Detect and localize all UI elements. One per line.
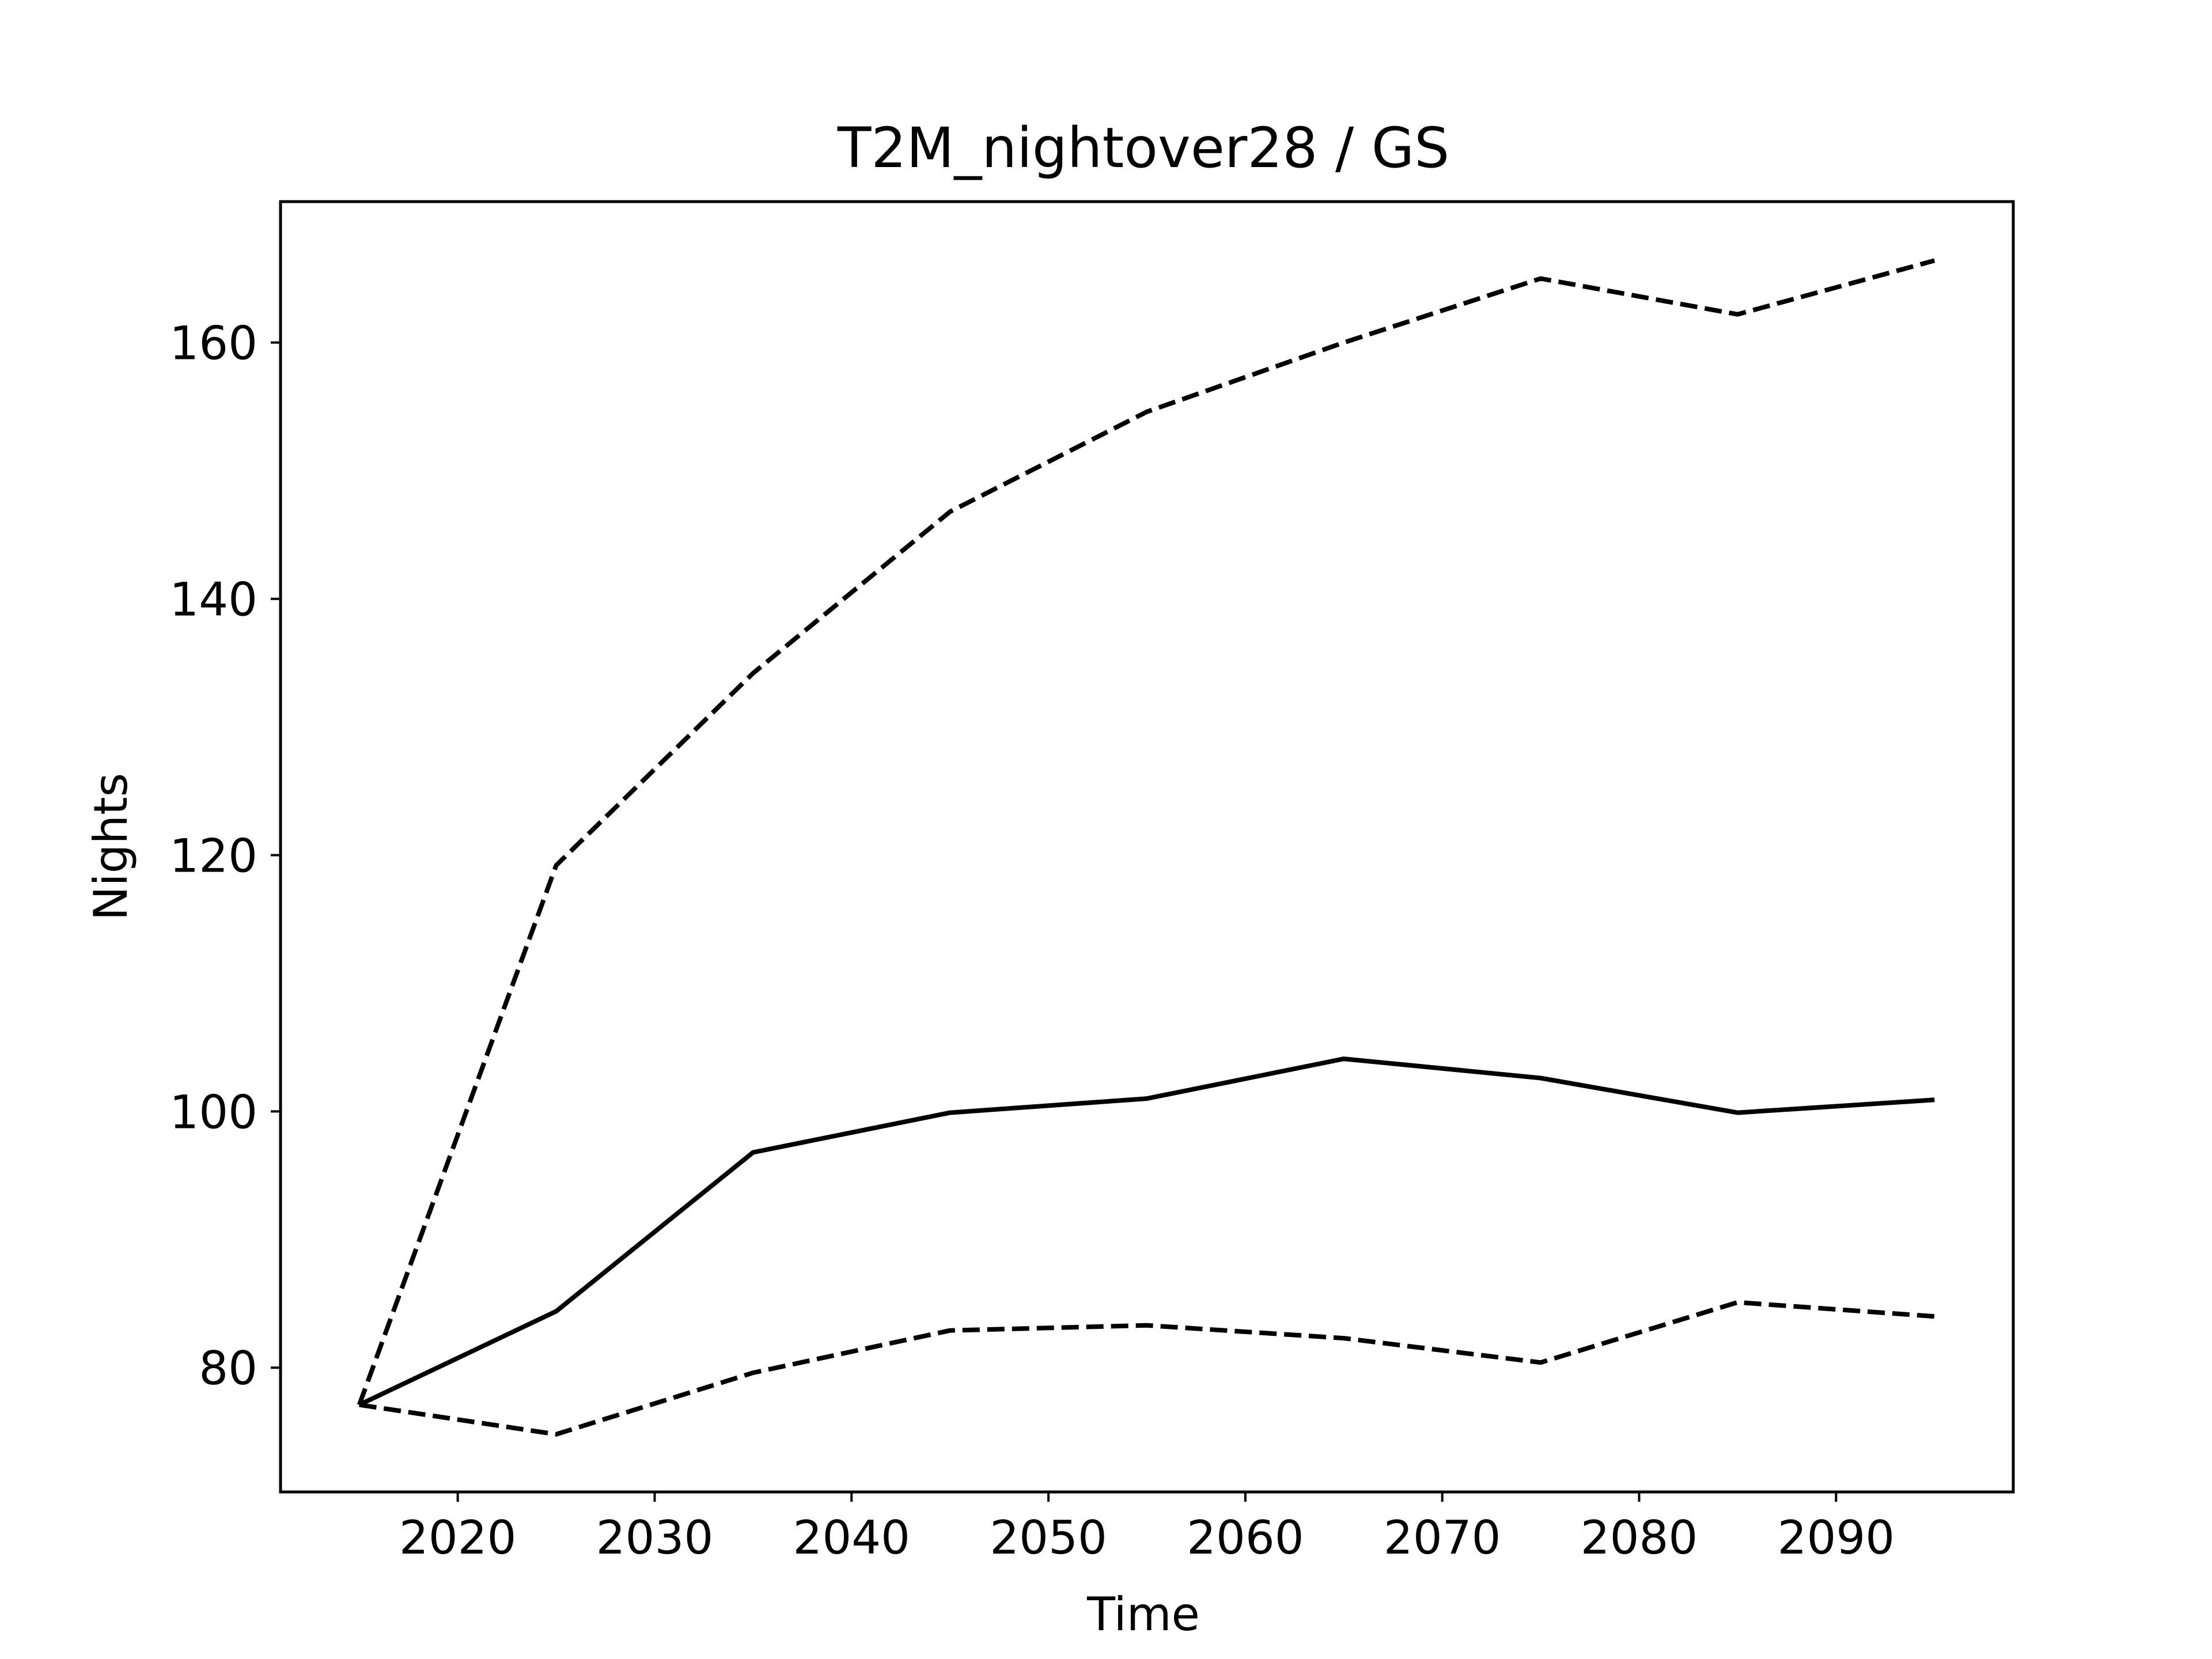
y-tick-label: 140	[169, 573, 257, 627]
y-axis-title: Nights	[84, 773, 138, 921]
plot-frame	[279, 200, 2015, 1494]
y-tick-label: 120	[169, 829, 257, 882]
x-axis: 2020 2030 2040 2050 2060 2070 2080 2090	[399, 1492, 1895, 1565]
x-tick-label: 2080	[1581, 1511, 1698, 1565]
chart-title: T2M_nightover28 / GS	[837, 116, 1449, 180]
x-tick-label: 2070	[1384, 1511, 1501, 1565]
y-tick-label: 100	[169, 1085, 257, 1139]
y-tick-label: 80	[199, 1342, 257, 1395]
x-tick-label: 2020	[399, 1511, 517, 1565]
x-tick-label: 2030	[596, 1511, 714, 1565]
x-tick-label: 2050	[990, 1511, 1107, 1565]
series-line-2	[357, 258, 1936, 1406]
x-tick-label: 2040	[793, 1511, 910, 1565]
plot-content	[357, 258, 1936, 1437]
x-axis-title: Time	[1086, 1588, 1200, 1641]
series-line-1	[358, 1056, 1935, 1407]
series-line-3	[359, 1300, 1935, 1437]
x-tick-label: 2060	[1187, 1511, 1304, 1565]
y-tick-label: 160	[169, 317, 257, 370]
y-axis: 80 100 120 140 160	[169, 317, 281, 1395]
x-tick-label: 2090	[1778, 1511, 1895, 1565]
